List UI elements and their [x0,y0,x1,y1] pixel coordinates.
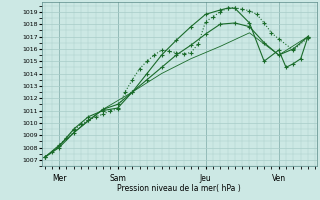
X-axis label: Pression niveau de la mer( hPa ): Pression niveau de la mer( hPa ) [117,184,241,193]
